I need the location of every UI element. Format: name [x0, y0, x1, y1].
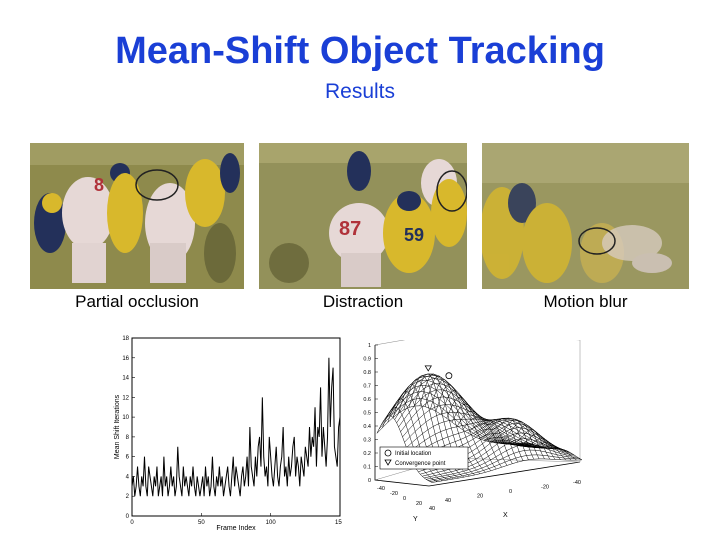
z-tick-label: 0: [368, 478, 371, 484]
y-tick-label: 8: [126, 435, 130, 441]
surface-gridline: [457, 410, 513, 464]
z-tick-label: 0.7: [363, 384, 371, 390]
y-axis-label: Y: [413, 516, 418, 523]
y-axis-label: Mean Shift Iterations: [114, 394, 121, 459]
surface-gridline: [526, 442, 583, 461]
z-tick-label: 1: [368, 343, 371, 349]
surface-gridline: [428, 449, 579, 481]
x-axis-label: X: [503, 512, 508, 519]
y-tick-label: -20: [390, 491, 398, 497]
tracking-ellipse: [436, 170, 467, 212]
tracking-ellipse: [135, 169, 179, 201]
slide-subtitle: Results: [324, 80, 396, 103]
initial-location-marker: [384, 449, 392, 457]
y-tick-label: 2: [126, 494, 130, 500]
surface-gridline: [494, 428, 551, 460]
z-tick-label: 0.5: [363, 411, 371, 417]
y-tick-label: 12: [122, 395, 129, 401]
convergence-point: [424, 365, 432, 372]
x-tick-label: -20: [541, 485, 549, 491]
surface-gridline: [410, 418, 561, 458]
tracking-ellipse: [578, 227, 616, 255]
legend-entry-initial: Initial location: [395, 451, 431, 457]
z-tick-label: 0.4: [363, 424, 371, 430]
surface-gridline: [516, 443, 572, 461]
x-tick-label: 0: [509, 489, 512, 495]
convergence-point-marker: [384, 459, 392, 466]
legend-entry-convergence: Convergence point: [395, 461, 446, 467]
z-tick-label: 0.9: [363, 357, 371, 363]
caption-motion-blur: Motion blur: [543, 292, 628, 311]
similarity-surface-chart: 0 0.1 0.2 0.3 0.4 0.5 0.6 0.7 0.8 0.9 1 Initial lo…: [363, 340, 583, 523]
surface-gridline: [408, 419, 559, 453]
surface-gridline: [478, 419, 535, 460]
y-tick-label: 14: [122, 376, 129, 382]
y-tick-label: 16: [122, 356, 129, 362]
tracking-frame-distraction: 87 59: [259, 143, 467, 289]
surface-gridline: [396, 383, 547, 449]
surface-gridline: [406, 418, 557, 450]
iterations-line-chart: 0 2 4 6 8 10 12 14 16 18 0 50 100 150 Frame Index Me…: [114, 336, 342, 532]
surface-gridline: [426, 444, 577, 480]
y-tick-label: 18: [122, 336, 129, 342]
initial-location: [445, 372, 453, 380]
y-tick-label: 0: [403, 496, 406, 502]
x-tick-label: 100: [266, 520, 277, 526]
surface-gridline: [505, 437, 561, 460]
x-tick-label: 0: [130, 520, 134, 526]
slide-title: Mean-Shift Object Tracking: [115, 30, 605, 72]
z-tick-label: 0.8: [363, 370, 371, 376]
caption-partial-occlusion: Partial occlusion: [75, 292, 199, 311]
y-tick-label: 10: [122, 415, 129, 421]
jersey-number-87: 87: [339, 218, 361, 240]
x-tick-label: 40: [445, 498, 451, 504]
x-tick-label: 150: [335, 520, 342, 526]
surface-gridline: [467, 417, 524, 461]
chart-legend: Initial location Convergence point: [379, 446, 469, 470]
y-tick-label: -40: [377, 486, 385, 492]
y-tick-label: 40: [429, 506, 435, 512]
surface-gridline: [473, 417, 529, 460]
jersey-number-8: 8: [94, 175, 104, 195]
surface-gridline: [462, 417, 518, 463]
surface-gridline: [431, 458, 583, 483]
x-axis-label: Frame Index: [216, 525, 256, 532]
surface-gridline: [422, 432, 573, 477]
jersey-number-59: 59: [404, 225, 424, 245]
z-tick-label: 0.6: [363, 397, 371, 403]
y-tick-label: 20: [416, 501, 422, 507]
y-tick-label: 4: [126, 474, 130, 480]
caption-distraction: Distraction: [322, 292, 404, 311]
x-tick-label: -40: [573, 480, 581, 486]
x-tick-label: 50: [198, 520, 205, 526]
z-tick-label: 0.1: [363, 465, 371, 471]
surface-gridline: [376, 405, 528, 444]
y-tick-label: 6: [126, 455, 130, 461]
tracking-frame-motion-blur: [482, 143, 689, 289]
series-line: [131, 357, 341, 497]
z-tick-label: 0.3: [363, 438, 371, 444]
surface-gridline: [404, 412, 555, 450]
x-tick-label: 20: [477, 494, 483, 500]
z-tick-label: 0.2: [363, 451, 371, 457]
tracking-frame-partial-occlusion: 8: [30, 143, 244, 289]
surface-gridline: [424, 438, 575, 479]
surface-gridline: [429, 454, 581, 482]
surface-gridline: [484, 421, 540, 460]
y-tick-label: 0: [126, 514, 130, 520]
surface-gridline: [521, 442, 577, 461]
